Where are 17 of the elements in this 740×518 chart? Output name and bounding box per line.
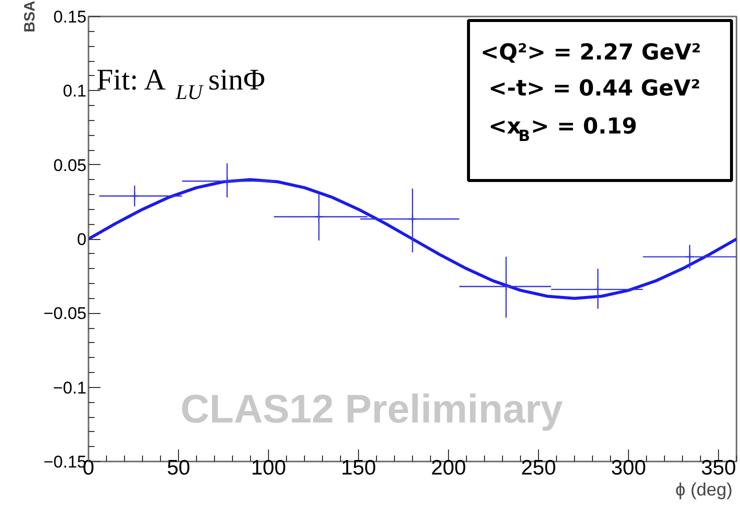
y-tick-label: 0.05 <box>53 156 87 175</box>
x-axis-title: ϕ (deg) <box>675 480 733 500</box>
x-tick-label: 200 <box>430 456 466 480</box>
y-tick-label: 0 <box>77 230 87 249</box>
annotation: <Q²> = 2.27 GeV² <box>480 40 702 66</box>
x-tick-label: 50 <box>166 456 190 480</box>
y-tick-label: 0.15 <box>53 8 87 26</box>
annotation: <-t> = 0.44 GeV² <box>488 76 700 102</box>
x-tick-label: 350 <box>700 456 736 480</box>
x-tick-label: 300 <box>610 456 646 480</box>
y-tick-label: −0.05 <box>43 304 86 324</box>
y-tick-label: 0.1 <box>62 82 87 101</box>
y-axis-title: BSA <box>21 0 38 32</box>
x-tick-label: 150 <box>340 456 376 480</box>
y-tick-label: −0.1 <box>52 378 86 398</box>
x-tick-label: 100 <box>250 456 286 480</box>
x-tick-label: 250 <box>520 456 556 480</box>
